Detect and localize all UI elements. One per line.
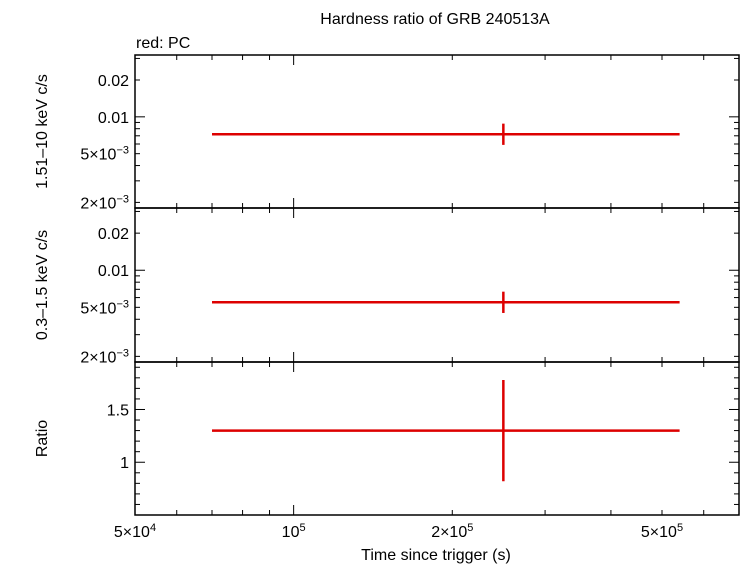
y-tick-label: 2×10−3 <box>80 347 129 366</box>
panel-soft: 0.02 0.01 5×10−3 2×10−3 0.3–1.5 keV c/s <box>34 207 740 366</box>
y-tick-label: 5×10−3 <box>80 298 129 317</box>
x-tick-label: 2×105 <box>431 522 473 541</box>
x-axis-label: Time since trigger (s) <box>361 547 511 564</box>
y-tick-label: 0.01 <box>98 263 129 280</box>
y-axis-label-ratio: Ratio <box>34 420 51 457</box>
panel-hard: 0.02 0.01 5×10−3 2×10−3 1.51–10 keV c/s <box>34 54 740 212</box>
y-tick-label: 0.02 <box>98 73 129 90</box>
panels-group: 0.020.015×10−32×10−31.51–10 keV c/s0.020… <box>34 54 740 541</box>
x-tick-labels: 5×104 105 2×105 5×105 <box>114 522 683 541</box>
y-tick-label: 5×10−3 <box>80 145 129 164</box>
y-tick-label: 1 <box>120 455 129 472</box>
chart-subtitle: red: PC <box>136 35 190 52</box>
x-tick-label: 105 <box>282 522 306 541</box>
panel-frame <box>134 207 740 363</box>
panel-frame <box>134 54 740 209</box>
chart-title: Hardness ratio of GRB 240513A <box>320 11 550 28</box>
y-tick-label: 0.01 <box>98 110 129 127</box>
y-tick-label: 0.02 <box>98 226 129 243</box>
y-tick-label: 1.5 <box>107 402 129 419</box>
x-tick-label: 5×104 <box>114 522 156 541</box>
y-tick-label: 2×10−3 <box>80 193 129 212</box>
panel-frame <box>134 361 740 516</box>
x-tick-label: 5×105 <box>641 522 683 541</box>
y-axis-label-hard: 1.51–10 keV c/s <box>34 74 51 189</box>
panel-ratio: 1.5 1 Ratio <box>34 361 740 516</box>
y-axis-label-soft: 0.3–1.5 keV c/s <box>34 230 51 340</box>
